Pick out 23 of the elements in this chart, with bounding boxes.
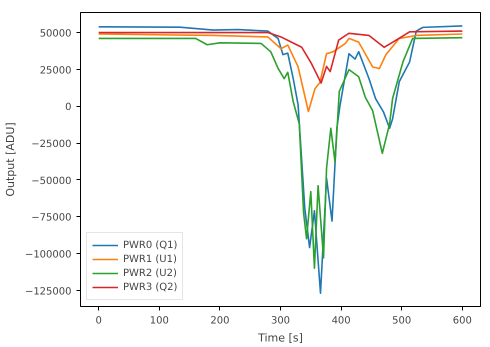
y-tick-label: 25000: [40, 65, 72, 76]
y-axis-title: Output [ADU]: [4, 122, 17, 197]
x-tick-label: 300: [270, 316, 290, 326]
legend-label: PWR3 (Q2): [123, 280, 178, 294]
y-tick-label: −75000: [31, 212, 72, 224]
y-tick-label: −100000: [24, 249, 72, 260]
x-tick-label: 100: [150, 316, 169, 326]
legend-label: PWR1 (U1): [123, 252, 177, 266]
x-tick-label: 500: [392, 316, 412, 326]
x-tick-label: 600: [452, 316, 472, 326]
line-series: [98, 30, 464, 84]
y-tick-label: −25000: [31, 139, 72, 150]
y-tick-label: −50000: [31, 176, 72, 187]
y-tick-label: 50000: [40, 28, 72, 40]
legend-label: PWR0 (Q1): [123, 238, 178, 252]
y-tick-label: −125000: [24, 286, 72, 298]
x-tick-label: 0: [96, 316, 102, 326]
x-tick-label: 400: [332, 316, 351, 326]
x-tick-label: 200: [210, 316, 230, 326]
line-series: [98, 33, 464, 112]
y-tick-label: 0: [65, 102, 72, 114]
x-axis-title: Time [s]: [257, 332, 303, 344]
legend-label: PWR2 (U2): [123, 266, 177, 280]
